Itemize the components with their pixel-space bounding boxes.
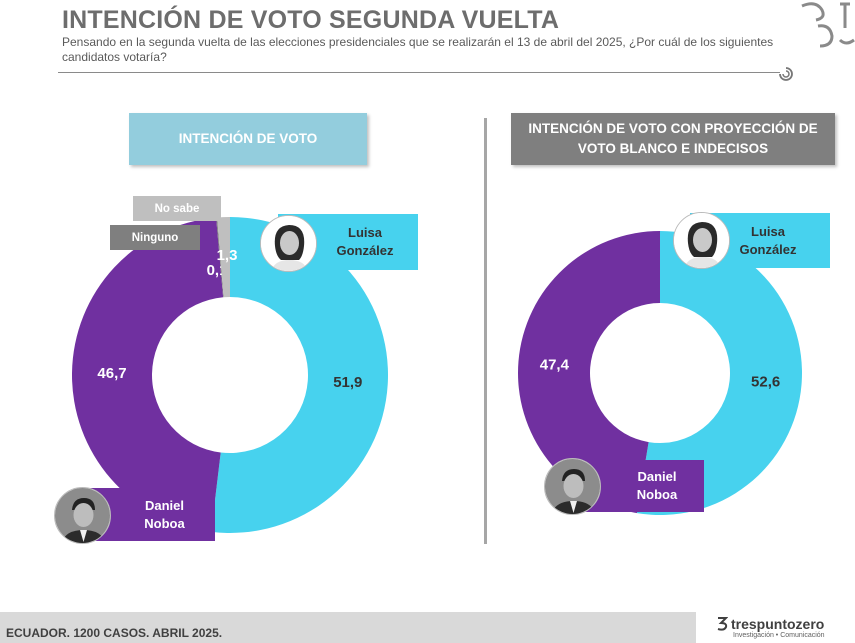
person-icon	[55, 488, 110, 543]
person-icon	[261, 216, 316, 271]
avatar-gonzalez-right	[673, 212, 730, 269]
panel-divider	[484, 118, 487, 544]
avatar-noboa-right	[544, 458, 601, 515]
candidate-first-name: Luisa	[348, 225, 382, 240]
footer-source: ECUADOR. 1200 CASOS. ABRIL 2025.	[6, 626, 223, 640]
donut-left-value-label-0: 51,9	[333, 374, 362, 391]
avatar-noboa-left	[54, 487, 111, 544]
donut-right-value-label-0: 52,6	[751, 374, 780, 391]
candidate-first-name: Luisa	[751, 223, 785, 239]
panel-label-proyeccion: INTENCIÓN DE VOTO CON PROYECCIÓN DE VOTO…	[511, 113, 835, 165]
candidate-first-name: Daniel	[637, 469, 677, 484]
person-icon	[545, 459, 600, 514]
brand-tagline: Investigación • Comunicación	[733, 632, 825, 639]
brand-logo-icon	[717, 617, 728, 631]
brand-name: trespuntozero	[731, 616, 825, 632]
swirl-icon	[779, 67, 793, 81]
donut-left-slice-3	[217, 217, 230, 298]
candidate-first-name: Daniel	[144, 497, 184, 513]
page-subtitle: Pensando en la segunda vuelta de las ele…	[62, 35, 774, 64]
brand-corner-icon	[801, 2, 855, 48]
donut-left-slice-0	[211, 217, 389, 533]
donut-right-slice-1	[518, 231, 660, 514]
candidate-last-name: González	[739, 241, 797, 257]
header-divider	[58, 72, 780, 73]
donut-left-value-label-1: 46,7	[97, 365, 126, 382]
candidate-last-name: González	[336, 243, 394, 258]
tag-ninguno: Ninguno	[110, 225, 200, 250]
candidate-last-name: Noboa	[636, 487, 678, 502]
avatar-gonzalez-left	[260, 215, 317, 272]
donut-left-slice-2	[216, 217, 224, 298]
donut-right-value-label-1: 47,4	[540, 356, 570, 373]
person-icon	[674, 213, 729, 268]
donut-left-slice-1	[72, 217, 224, 532]
donut-right-slice-0	[636, 230, 803, 515]
donut-left-value-label-3: 1,3	[217, 247, 238, 264]
candidate-last-name: Noboa	[144, 515, 185, 531]
panel-label-intencion: INTENCIÓN DE VOTO	[129, 113, 367, 165]
footer-bar	[0, 612, 696, 643]
tag-no-sabe: No sabe	[133, 196, 221, 221]
page-title: INTENCIÓN DE VOTO SEGUNDA VUELTA	[62, 6, 560, 34]
